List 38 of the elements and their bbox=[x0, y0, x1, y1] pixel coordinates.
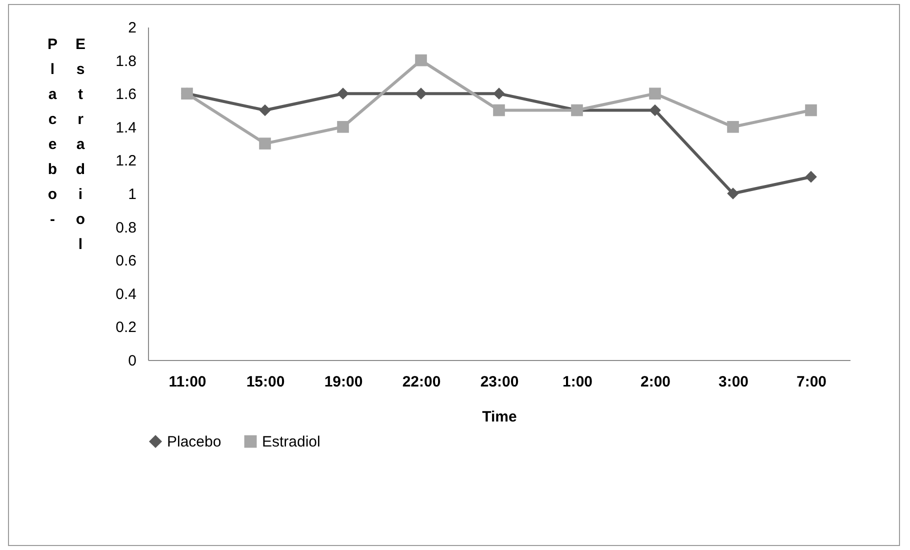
y-tick-label: 0.2 bbox=[116, 319, 136, 336]
y-tick-label: 0.8 bbox=[116, 219, 136, 236]
x-axis-title: Time bbox=[482, 408, 517, 426]
y-tick-label: 1 bbox=[128, 186, 136, 203]
y-tick-label: 1.2 bbox=[116, 152, 136, 170]
point bbox=[493, 104, 505, 116]
x-tick-label: 7:00 bbox=[796, 374, 827, 390]
x-tick-label: 11:00 bbox=[168, 374, 206, 390]
y-tick-label: 0.4 bbox=[116, 286, 136, 303]
point bbox=[415, 54, 427, 66]
x-tick-label: 23:00 bbox=[480, 374, 519, 390]
x-tick-label: 2:00 bbox=[640, 374, 671, 390]
y-tick-label: 1.4 bbox=[116, 119, 136, 136]
point bbox=[649, 88, 661, 100]
x-tick-label: 19:00 bbox=[324, 374, 363, 390]
y-axis-title: Placebo-Estradiol bbox=[43, 36, 90, 261]
x-tick-label: 3:00 bbox=[718, 374, 749, 390]
y-tick-label: 1.6 bbox=[116, 86, 136, 104]
x-tick-label: 22:00 bbox=[402, 374, 441, 390]
point bbox=[337, 120, 349, 133]
x-tick-label: 15:00 bbox=[246, 374, 285, 390]
point bbox=[259, 104, 271, 116]
point bbox=[415, 88, 427, 100]
point bbox=[805, 104, 817, 116]
point bbox=[493, 88, 505, 100]
y-tick-label: 1.8 bbox=[116, 52, 136, 70]
point bbox=[805, 170, 817, 183]
point bbox=[259, 138, 271, 150]
point bbox=[649, 104, 661, 116]
y-tick-label: 0.6 bbox=[116, 252, 136, 270]
y-tick-label: 0 bbox=[128, 352, 136, 370]
point bbox=[727, 188, 739, 200]
y-tick-label: 2 bbox=[128, 20, 136, 36]
x-tick-label: 1:00 bbox=[562, 374, 593, 390]
point bbox=[337, 88, 349, 100]
legend-label: Placebo bbox=[167, 434, 222, 451]
legend-label: Estradiol bbox=[262, 434, 320, 451]
point bbox=[727, 120, 739, 133]
